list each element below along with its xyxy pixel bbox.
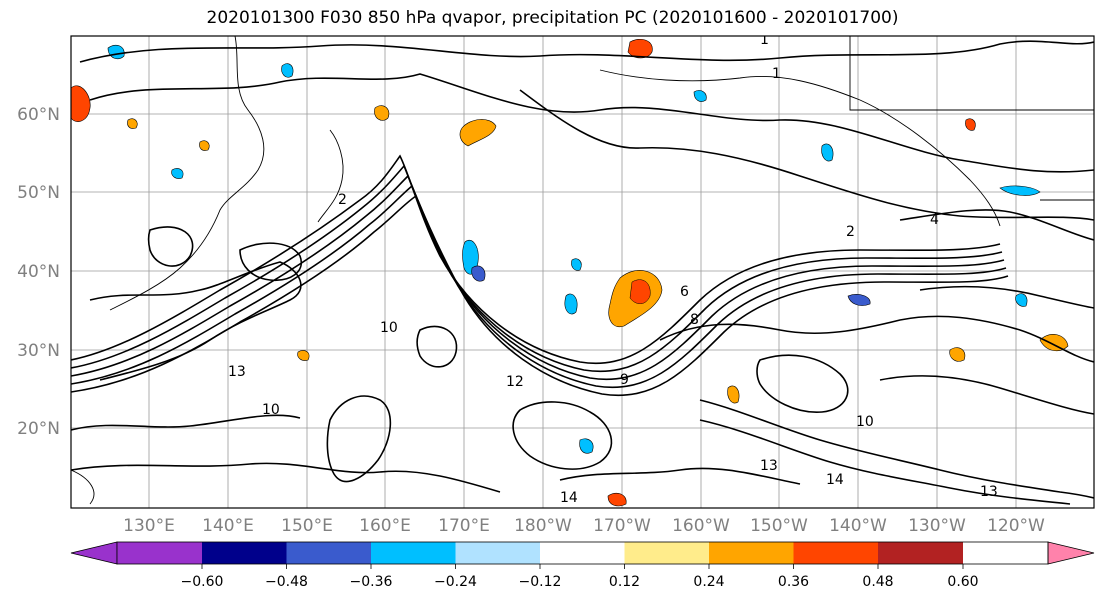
contour-label: 2 (338, 192, 347, 208)
colorbar-tick-label: 0.12 (609, 574, 640, 590)
colorbar-tick-label: 0.48 (862, 574, 893, 590)
contour-labels: 1 1 2 4 2 6 8 10 12 14 13 10 13 9 10 13 … (228, 32, 998, 506)
contour-label: 10 (380, 320, 398, 336)
lon-label: 140°W (829, 516, 887, 536)
lon-label: 120°W (987, 516, 1045, 536)
plot-frame (70, 35, 1095, 509)
lon-label: 170°W (593, 516, 651, 536)
lat-label: 60°N (17, 105, 60, 125)
precipitation-fills (71, 39, 1069, 507)
contour-label: 9 (620, 372, 629, 388)
colorbar-extend-low (70, 541, 118, 565)
contour-label: 13 (760, 458, 778, 474)
colorbar-segment (709, 542, 794, 564)
lon-label: 130°W (908, 516, 966, 536)
colorbar-segment (371, 542, 456, 564)
colorbar-segment (202, 542, 287, 564)
map-title: 2020101300 F030 850 hPa qvapor, precipit… (206, 8, 899, 28)
contour-label: 4 (930, 212, 939, 228)
colorbar-segment (117, 542, 202, 564)
contour-label: 6 (680, 284, 689, 300)
longitude-labels: 130°E 140°E 150°E 160°E 170°E 180°W 170°… (123, 516, 1045, 536)
colorbar-segment (286, 542, 371, 564)
contour-label: 13 (228, 364, 246, 380)
colorbar-segment (624, 542, 709, 564)
contour-label: 10 (262, 402, 280, 418)
contour-label: 1 (760, 32, 769, 48)
contour-label: 14 (560, 490, 578, 506)
lon-label: 180°W (514, 516, 572, 536)
contour-label: 10 (856, 414, 874, 430)
colorbar-extend-high (1047, 541, 1095, 565)
lon-label: 140°E (202, 516, 254, 536)
colorbar-tick-label: −0.36 (350, 574, 393, 590)
colorbar-segment (455, 542, 540, 564)
contour-label: 1 (772, 66, 781, 82)
lon-label: 130°E (123, 516, 175, 536)
contour-label: 8 (690, 312, 699, 328)
colorbar-segment (540, 542, 625, 564)
contour-label: 14 (826, 472, 844, 488)
colorbar-tick-label: −0.48 (265, 574, 308, 590)
lon-label: 160°E (359, 516, 411, 536)
coastlines (71, 36, 1094, 505)
qvapor-contours (71, 40, 1094, 505)
lon-label: 170°E (438, 516, 490, 536)
colorbar: −0.60 −0.48 −0.36 −0.24 −0.12 0.12 0.24 … (70, 541, 1095, 590)
colorbar-segment (878, 542, 963, 564)
lat-label: 40°N (17, 262, 60, 282)
lat-label: 30°N (17, 341, 60, 361)
lon-label: 160°W (672, 516, 730, 536)
plot-area (71, 36, 1094, 508)
colorbar-tick-label: 0.60 (947, 574, 978, 590)
colorbar-tick-label: −0.24 (434, 574, 477, 590)
lat-label: 20°N (17, 419, 60, 439)
contour-label: 12 (506, 374, 524, 390)
colorbar-tick-label: 0.24 (693, 574, 724, 590)
lat-label: 50°N (17, 183, 60, 203)
colorbar-tick-label: 0.36 (778, 574, 809, 590)
latitude-labels: 60°N 50°N 40°N 30°N 20°N (17, 105, 60, 439)
colorbar-tick-label: −0.12 (519, 574, 562, 590)
lon-label: 150°E (281, 516, 333, 536)
lon-label: 150°W (750, 516, 808, 536)
colorbar-segment (793, 542, 878, 564)
contour-label: 2 (846, 224, 855, 240)
colorbar-tick-label: −0.60 (181, 574, 224, 590)
contour-label: 13 (980, 484, 998, 500)
